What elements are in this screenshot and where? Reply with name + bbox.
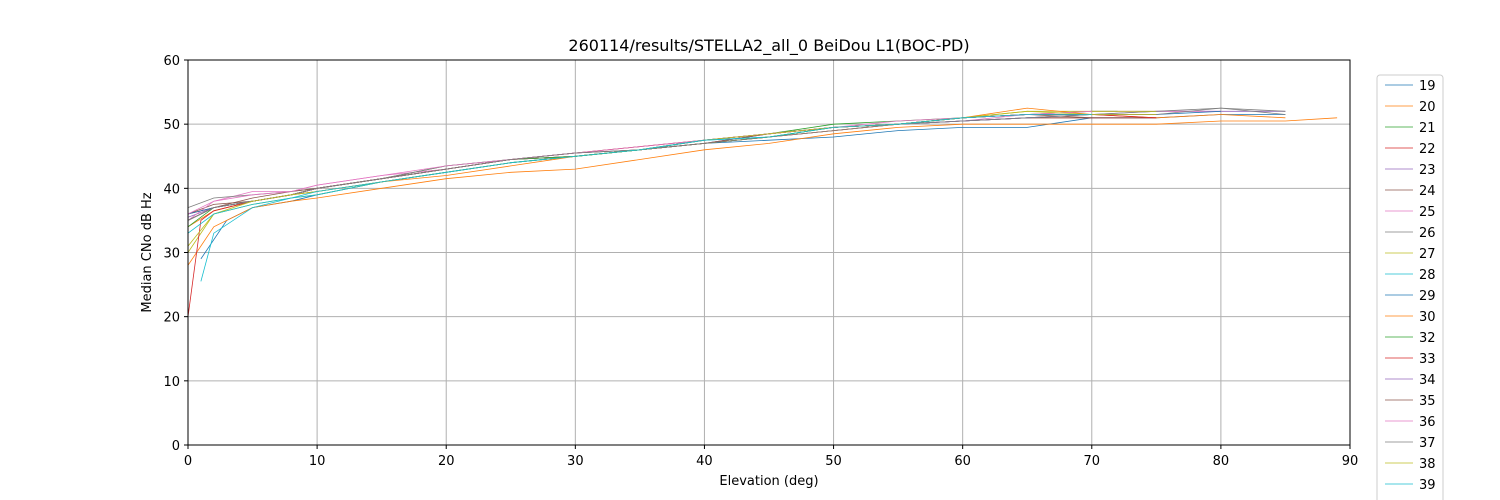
- legend: 19 20 21 22 23 24 25 26 27 28 29 30 32 33 34 35 36 37 38 39: [1376, 74, 1444, 500]
- legend-frame: [1376, 74, 1444, 500]
- x-tick-label: 70: [1084, 454, 1101, 469]
- series-lines: [187, 107, 1338, 317]
- y-tick-label: 0: [172, 439, 180, 454]
- x-tick-label: 10: [309, 454, 326, 469]
- y-axis-title: Median CNo dB Hz: [140, 192, 155, 312]
- series-line-20: [187, 117, 1338, 266]
- legend-label-23: 23: [1419, 163, 1436, 178]
- legend-label-39: 39: [1419, 478, 1436, 493]
- legend-label-34: 34: [1419, 373, 1436, 388]
- legend-label-21: 21: [1419, 121, 1436, 136]
- x-tick-label: 30: [567, 454, 584, 469]
- y-tick-label: 50: [163, 118, 180, 133]
- y-tick-label: 60: [163, 54, 180, 69]
- x-axis-title: Elevation (deg): [719, 474, 818, 489]
- legend-label-30: 30: [1419, 310, 1436, 325]
- y-tick-label: 10: [163, 375, 180, 390]
- legend-label-36: 36: [1419, 415, 1436, 430]
- x-tick-label: 0: [184, 454, 192, 469]
- legend-label-38: 38: [1419, 457, 1436, 472]
- legend-label-35: 35: [1419, 394, 1436, 409]
- legend-label-28: 28: [1419, 268, 1436, 283]
- x-tick-label: 90: [1342, 454, 1359, 469]
- legend-label-20: 20: [1419, 100, 1436, 115]
- x-tick-label: 50: [825, 454, 842, 469]
- series-line-39: [187, 114, 1092, 234]
- legend-label-32: 32: [1419, 331, 1436, 346]
- legend-label-25: 25: [1419, 205, 1436, 220]
- plot-frame: [187, 59, 1351, 446]
- legend-label-26: 26: [1419, 226, 1436, 241]
- legend-label-22: 22: [1419, 142, 1436, 157]
- y-tick-label: 20: [163, 311, 180, 326]
- legend-label-24: 24: [1419, 184, 1436, 199]
- series-line-37: [187, 107, 1286, 221]
- x-tick-label: 40: [696, 454, 713, 469]
- x-tick-label: 20: [438, 454, 455, 469]
- legend-label-37: 37: [1419, 436, 1436, 451]
- x-tick-label: 60: [954, 454, 971, 469]
- chart-title: 260114/results/STELLA2_all_0 BeiDou L1(B…: [568, 36, 969, 56]
- y-tick-label: 30: [163, 247, 180, 262]
- legend-label-29: 29: [1419, 289, 1436, 304]
- y-tick-label: 40: [163, 182, 180, 197]
- legend-label-33: 33: [1419, 352, 1436, 367]
- legend-label-27: 27: [1419, 247, 1436, 262]
- axis-ticks: 0 10 20 30 40 50 60 70 80 90 0 10 20 30 40 50 60: [163, 54, 1358, 469]
- x-tick-label: 80: [1213, 454, 1230, 469]
- legend-label-19: 19: [1419, 79, 1436, 94]
